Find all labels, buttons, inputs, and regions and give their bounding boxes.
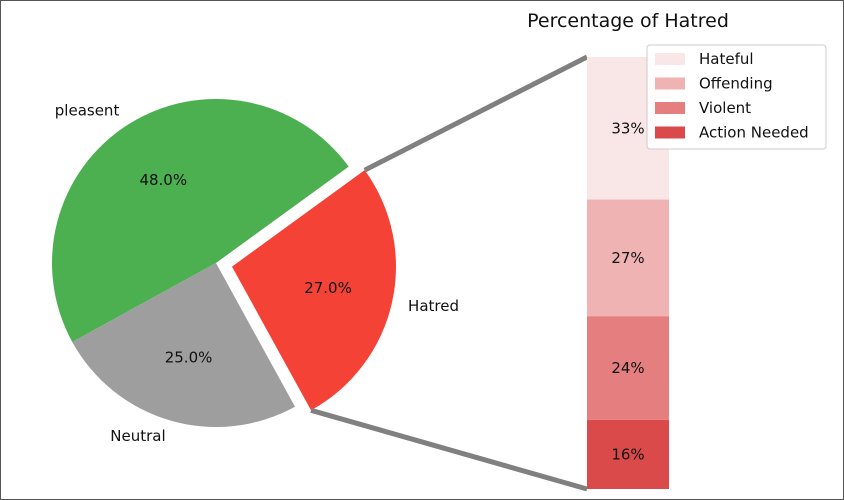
legend-box: [646, 44, 827, 150]
bar-value-label-action-needed: 16%: [611, 445, 644, 463]
legend-swatch-violent: [655, 102, 685, 114]
pie-category-label-hatred: Hatred: [408, 297, 459, 315]
legend-swatch-offending: [655, 77, 685, 90]
pie-category-label-pleasent: pleasent: [55, 102, 120, 120]
legend-swatch-action-needed: [655, 126, 685, 139]
pie-value-label-pleasent: 48.0%: [139, 171, 187, 189]
legend-label-action-needed: Action Needed: [699, 124, 809, 142]
pie-slice-pleasent: [52, 99, 349, 343]
connector-lines: [310, 54, 589, 492]
legend-label-hateful: Hateful: [699, 50, 754, 68]
legend: Hateful Offending Violent Action Needed: [646, 44, 827, 150]
pie-value-label-neutral: 25.0%: [165, 348, 213, 366]
stacked-bar-chart: Percentage of Hatred 33% 27% 24% 16%: [527, 10, 729, 489]
bar-value-label-hateful: 33%: [611, 119, 644, 137]
bar-value-label-violent: 24%: [611, 359, 644, 377]
connector-line-top: [363, 54, 589, 173]
pie-slice-neutral: [72, 263, 296, 427]
bar-value-label-offending: 27%: [611, 249, 644, 267]
pie-category-label-neutral: Neutral: [110, 427, 165, 445]
bar-segment-violent: [587, 316, 669, 420]
pie-value-label-hatred: 27.0%: [304, 279, 352, 297]
bar-segment-offending: [587, 199, 669, 317]
bar-chart-title: Percentage of Hatred: [527, 10, 729, 32]
bar-segment-action-needed: [587, 419, 669, 489]
legend-label-violent: Violent: [699, 99, 751, 117]
pie-slice-hatred: [232, 170, 397, 411]
legend-swatch-hateful: [655, 53, 685, 65]
connector-line-bottom: [310, 407, 588, 492]
legend-label-offending: Offending: [699, 75, 773, 93]
pie-chart: 48.0% pleasent 25.0% Neutral 27.0% Hatred: [52, 99, 459, 445]
